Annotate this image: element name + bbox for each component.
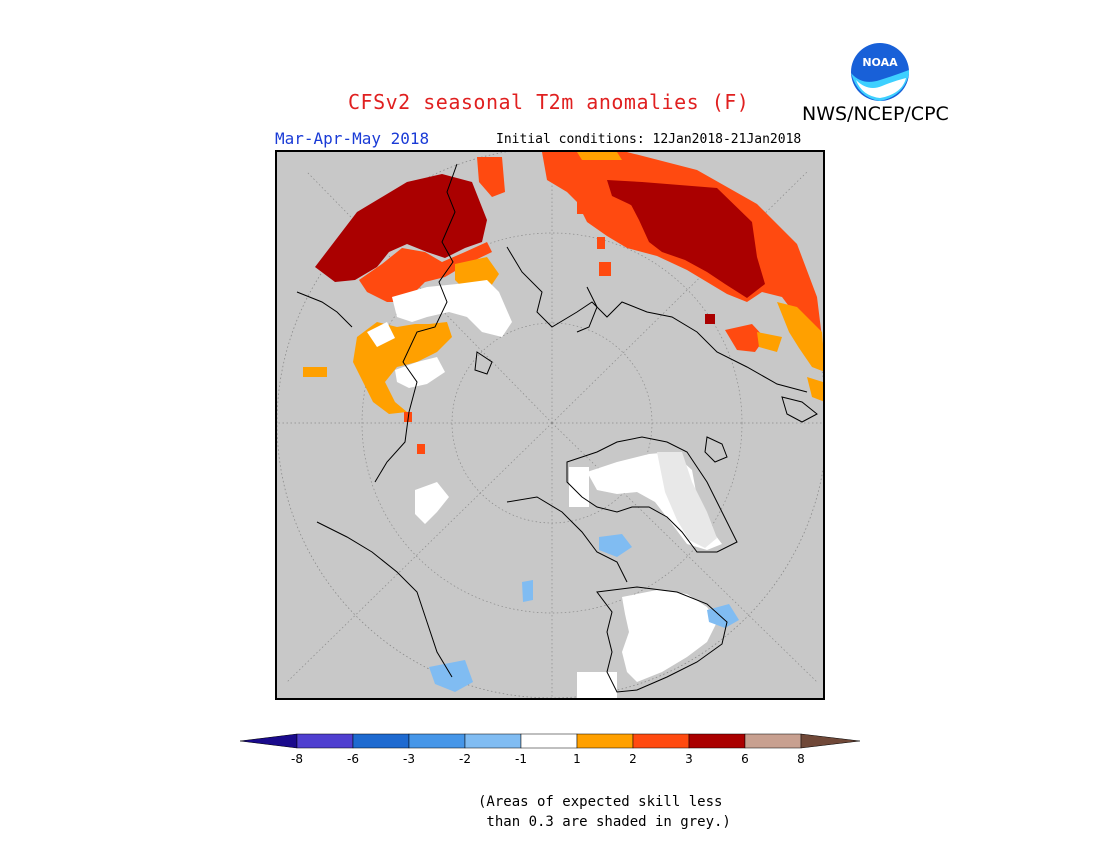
colorbar-tick-label: 3	[685, 752, 693, 766]
colorbar-segment-m3-m2	[408, 733, 466, 749]
latitude-circle	[361, 232, 743, 614]
chart-title: CFSv2 seasonal T2m anomalies (F)	[348, 90, 750, 114]
anomaly-region-red	[599, 262, 611, 276]
coastlines	[296, 163, 818, 693]
polar-map	[275, 150, 825, 700]
colorbar-tick-label: 2	[629, 752, 637, 766]
anomaly-region-lightblue	[707, 604, 739, 628]
anomaly-region-white	[577, 672, 617, 698]
colorbar-segment-above-8	[800, 733, 861, 749]
anomaly-region-red	[477, 157, 505, 197]
anomaly-region-darkred	[627, 182, 765, 298]
anomaly-region-white	[415, 482, 449, 524]
anomaly-region-red	[359, 242, 492, 302]
colorbar-tick-label: 6	[741, 752, 749, 766]
anomaly-region-red	[417, 444, 425, 454]
anomaly-region-white	[392, 280, 512, 337]
anomaly-region-white	[657, 452, 717, 548]
period-label: Mar-Apr-May 2018	[275, 129, 430, 148]
colorbar-segment-m2-m1	[464, 733, 522, 749]
anomaly-region-darkred	[315, 174, 487, 282]
org-label: NWS/NCEP/CPC	[802, 103, 949, 125]
meridian-lines	[277, 152, 823, 698]
colorbar-segment-2-3	[632, 733, 690, 749]
skill-note: (Areas of expected skill less than 0.3 a…	[478, 794, 731, 830]
anomaly-region-red	[597, 237, 605, 249]
anomaly-region-white	[367, 322, 395, 347]
anomaly-region-lightblue	[522, 580, 533, 602]
colorbar-segment-below-m8	[239, 733, 298, 749]
anomaly-region-orange	[303, 367, 327, 377]
colorbar-tick-label: -6	[347, 752, 359, 766]
anomaly-region-white	[569, 467, 589, 507]
noaa-logo: NOAA	[849, 41, 911, 103]
anomaly-region-lightblue	[599, 534, 632, 557]
colorbar-segment-6-8	[744, 733, 802, 749]
anomaly-region-orange	[757, 332, 782, 352]
colorbar-tick-label: -3	[403, 752, 415, 766]
logo-text: NOAA	[862, 56, 898, 69]
colorbar-tick-label: -2	[459, 752, 471, 766]
anomaly-region-orange	[577, 152, 622, 160]
anomaly-region-red	[577, 200, 585, 214]
anomaly-region-red	[725, 324, 765, 352]
anomaly-region-white	[395, 357, 445, 388]
colorbar-segment-m6-m3	[352, 733, 410, 749]
colorbar-tick-label: 1	[573, 752, 581, 766]
colorbar-segment-3-6	[688, 733, 746, 749]
colorbar-tick-label: -8	[291, 752, 303, 766]
anomaly-region-orange	[807, 377, 823, 402]
anomaly-region-darkred	[705, 314, 715, 324]
anomaly-region-orange	[777, 302, 823, 372]
anomaly-region-white	[622, 590, 717, 682]
colorbar	[239, 733, 861, 749]
colorbar-tick-label: 8	[797, 752, 805, 766]
anomaly-region-darkred	[607, 180, 655, 214]
colorbar-tick-label: -1	[515, 752, 527, 766]
colorbar-segment-m8-m6	[296, 733, 354, 749]
colorbar-segment-m1-1	[520, 733, 578, 749]
colorbar-segment-1-2	[576, 733, 634, 749]
initial-conditions-label: Initial conditions: 12Jan2018-21Jan2018	[496, 132, 802, 147]
